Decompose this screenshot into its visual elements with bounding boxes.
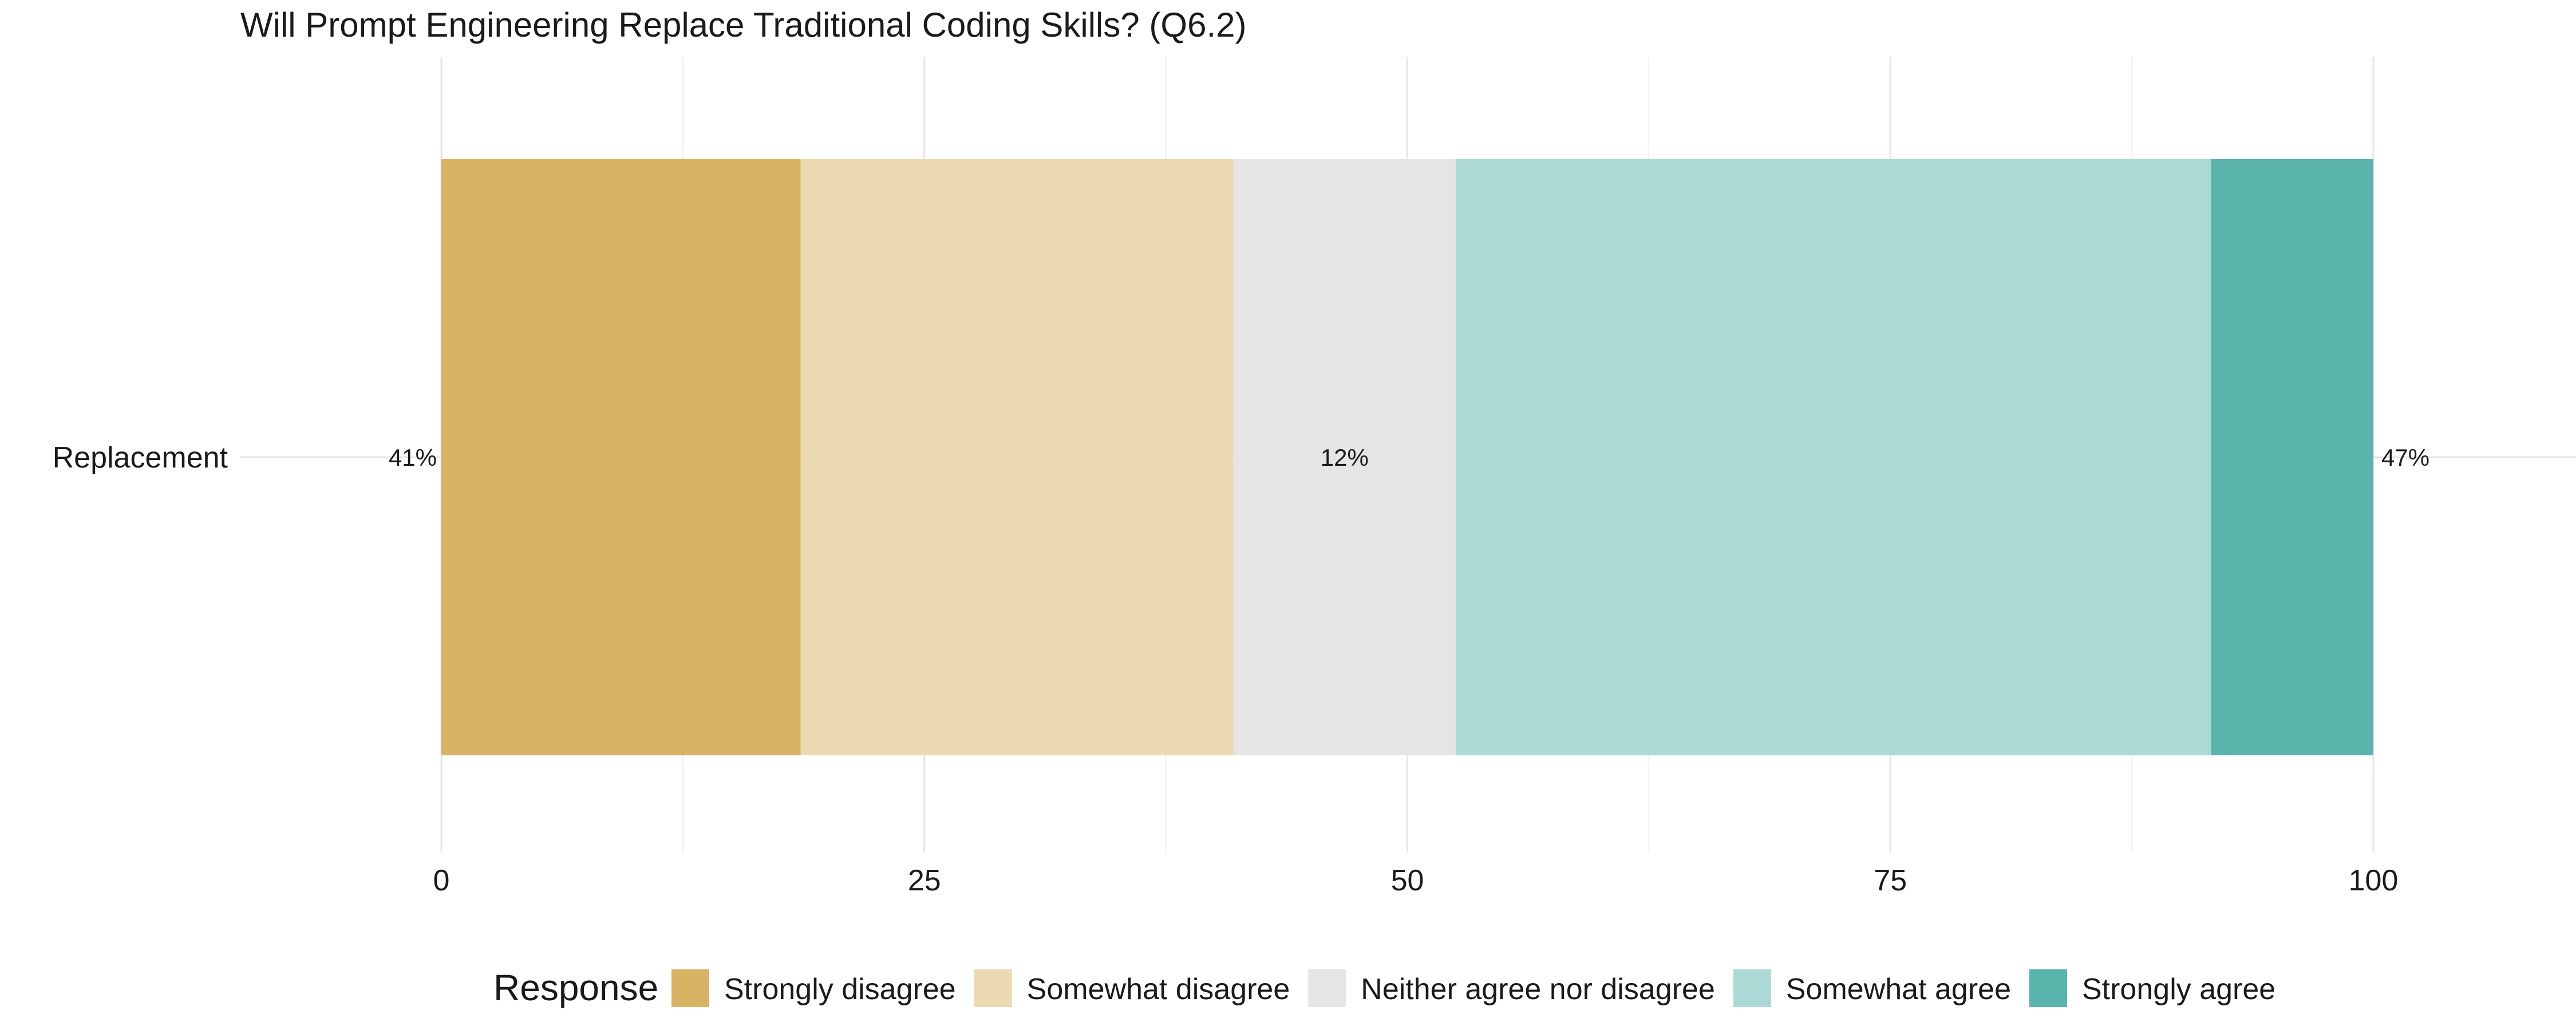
x-axis-ticks: 0 25 50 75 100 xyxy=(433,864,2399,897)
legend-key xyxy=(1733,969,1771,1007)
legend-label: Neither agree nor disagree xyxy=(1361,973,1715,1006)
legend-label: Somewhat disagree xyxy=(1027,973,1290,1006)
chart-title: Will Prompt Engineering Replace Traditio… xyxy=(240,6,1246,44)
legend-label: Strongly agree xyxy=(2082,973,2275,1006)
legend-key xyxy=(2029,969,2067,1007)
bar-segment xyxy=(1233,159,1456,755)
bar-segment xyxy=(800,159,1234,755)
x-tick-label: 0 xyxy=(433,864,450,897)
bar-segment xyxy=(1455,159,2211,755)
bar-segment xyxy=(441,159,801,755)
bars xyxy=(441,159,2373,755)
x-tick-label: 25 xyxy=(908,864,941,897)
category-label: Replacement xyxy=(53,441,228,474)
x-tick-label: 100 xyxy=(2349,864,2399,897)
data-label: 41% xyxy=(389,444,437,471)
legend: Response Strongly disagree Somewhat disag… xyxy=(493,967,2275,1008)
data-label: 47% xyxy=(2381,444,2429,471)
legend-key xyxy=(974,969,1012,1007)
bar-segment xyxy=(2211,159,2373,755)
legend-key xyxy=(1308,969,1346,1007)
x-tick-label: 75 xyxy=(1874,864,1907,897)
data-labels: 41% 12% 47% xyxy=(389,444,2429,471)
legend-key xyxy=(671,969,709,1007)
data-label: 12% xyxy=(1321,444,1369,471)
legend-label: Strongly disagree xyxy=(724,973,956,1006)
category-labels: Replacement xyxy=(53,441,228,474)
legend-title: Response xyxy=(493,967,658,1008)
x-tick-label: 50 xyxy=(1391,864,1424,897)
legend-label: Somewhat agree xyxy=(1786,973,2011,1006)
